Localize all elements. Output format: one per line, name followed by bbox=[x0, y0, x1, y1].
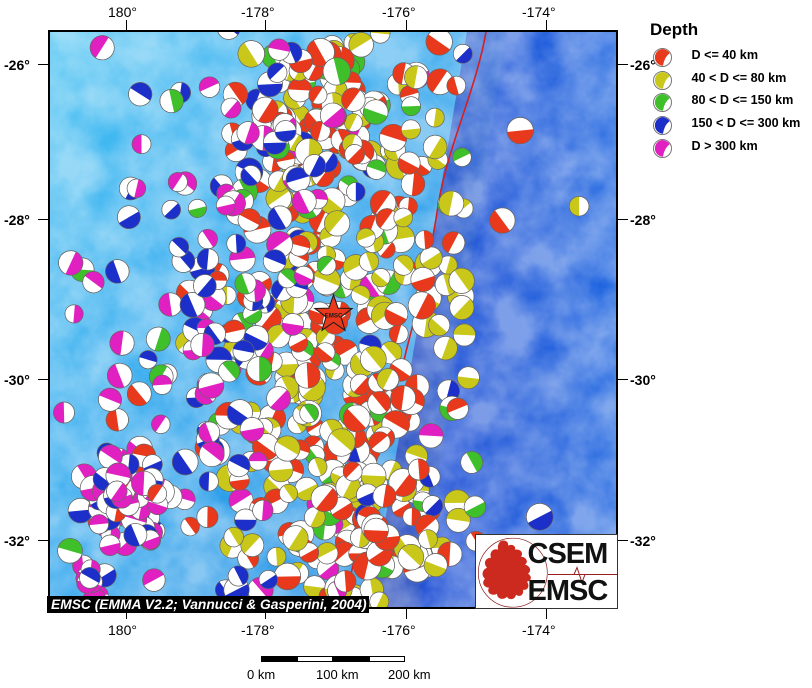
svg-text:EMSC: EMSC bbox=[325, 313, 343, 320]
